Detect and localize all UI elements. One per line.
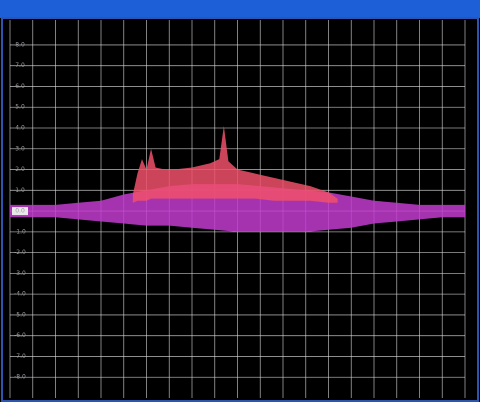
y-tick-label: 4.0 <box>15 125 25 132</box>
y-tick-label: 6.0 <box>15 83 25 90</box>
y-tick-label: 2.0 <box>15 166 25 173</box>
title-bar <box>0 0 480 18</box>
y-tick-label: -8.0 <box>14 374 26 381</box>
y-tick-label: -7.0 <box>14 353 26 360</box>
y-tick-label: -4.0 <box>14 291 26 298</box>
y-tick-label: 8.0 <box>15 41 25 48</box>
y-tick-label: 7.0 <box>15 62 25 69</box>
y-tick-label: 3.0 <box>15 145 25 152</box>
y-tick-label: -2.0 <box>14 249 26 256</box>
y-tick-label: 5.0 <box>15 104 25 111</box>
y-tick-label: -6.0 <box>14 332 26 339</box>
y-tick-label: -5.0 <box>14 311 26 318</box>
y-tick-label: 1.0 <box>15 187 25 194</box>
y-tick-label: 0.0 <box>15 208 25 215</box>
app-window: 8.0 7.0 6.0 5.0 4.0 3.0 2.0 1.0 0.0 -1.0 -2.0 -3.0 -… <box>0 0 480 402</box>
y-tick-label: -3.0 <box>14 270 26 277</box>
y-tick-label: -1.0 <box>14 228 26 235</box>
